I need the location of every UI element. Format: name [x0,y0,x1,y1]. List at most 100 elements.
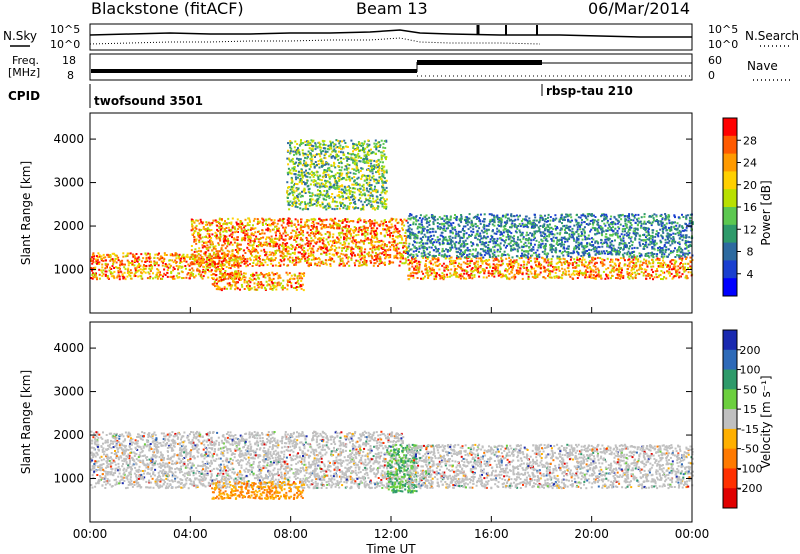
power-cell [301,277,304,280]
power-cell [416,265,418,268]
power-cell [113,252,116,255]
power-cell [405,239,408,242]
power-cell [235,263,238,266]
power-cell [118,267,121,269]
power-cell [684,276,687,279]
power-cell [307,255,310,257]
power-cell [517,269,520,272]
power-cell [296,237,298,240]
power-cell [114,257,117,260]
power-cell [218,237,221,240]
power-cell [662,271,664,274]
power-cell [396,242,399,245]
power-cell [272,223,275,226]
power-cell [359,170,362,172]
power-cell [204,254,207,257]
power-cell [316,263,319,266]
power-cell [373,244,376,247]
power-cell [632,258,635,261]
power-cell [341,244,344,246]
power-cell [209,222,212,225]
power-cell [332,145,335,148]
power-cell [179,262,182,264]
power-cell [360,252,363,255]
power-cell [187,272,190,275]
power-cell [572,262,575,265]
power-cell [256,245,258,248]
power-cell [308,263,311,266]
power-cell [247,228,250,231]
power-cell [403,262,406,265]
power-cell [177,268,179,271]
power-cell [325,169,328,172]
power-cell [226,282,229,285]
power-cell [539,271,542,274]
power-cell [352,206,354,209]
power-cell [363,192,366,195]
power-cell [539,267,542,270]
power-cell [316,264,319,267]
power-cell [579,269,582,272]
power-cell [248,289,251,291]
power-cell [287,245,290,248]
power-cell [379,161,382,164]
power-cell [606,257,609,260]
power-cell [679,262,682,264]
power-cell [347,152,349,155]
power-cell [217,230,220,233]
power-cell [438,268,441,271]
power-cell [290,237,292,240]
power-cell [327,163,330,166]
power-cell [341,249,343,252]
power-cell [329,217,332,220]
power-cell [487,272,490,275]
power-cell [230,285,233,288]
power-cell [175,261,178,263]
power-cell [382,251,385,254]
power-cell [312,227,314,230]
power-cell [323,224,326,226]
power-cell [247,249,250,252]
power-cell [158,258,161,261]
power-cell [435,258,437,261]
power-cell [307,202,309,205]
power-cell [193,235,196,238]
power-cell [172,261,175,264]
power-cell [334,173,337,176]
power-cell [611,260,614,263]
power-cell [297,251,300,254]
power-cell [313,165,316,168]
power-cell [207,263,210,266]
power-cell [104,262,107,265]
power-cell [580,271,583,274]
power-cell [335,241,338,244]
power-cell [307,171,310,174]
power-cell [328,235,331,238]
power-cell [190,261,193,264]
power-cell [229,272,232,275]
power-cell [235,230,238,233]
power-cell [293,223,296,226]
power-cell [105,259,107,262]
power-cell [556,257,559,260]
power-cell [249,244,252,247]
power-cell [352,142,354,145]
power-cell [336,172,339,174]
power-cell [236,239,239,241]
power-cell [340,162,343,165]
power-cell [324,185,327,188]
power-cell [344,232,347,235]
power-cell [349,179,352,182]
power-cell [252,224,254,227]
power-cell [294,200,297,203]
power-cell [631,276,634,279]
power-cell [269,239,272,241]
power-cell [193,259,196,262]
power-cell [385,156,388,158]
power-cell [342,198,345,201]
power-cell [497,267,499,270]
power-cell [208,229,211,232]
power-cell [424,268,427,271]
power-cell [303,256,306,259]
power-cell [462,261,465,264]
